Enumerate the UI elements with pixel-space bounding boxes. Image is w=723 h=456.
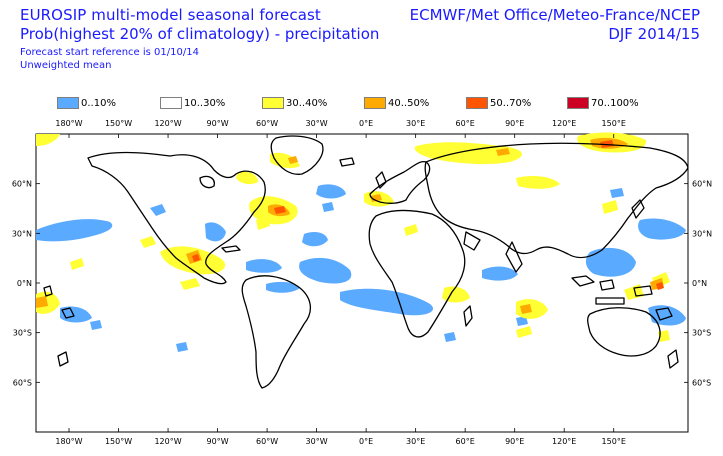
legend-swatch bbox=[466, 97, 488, 109]
longitude-tick-label: 60°E bbox=[456, 119, 475, 128]
legend-item-70-100: 70..100% bbox=[567, 96, 639, 110]
longitude-tick-label: 150°E bbox=[602, 119, 626, 128]
coastlines bbox=[43, 135, 689, 389]
latitude-tick-label: 30°N bbox=[12, 229, 32, 238]
legend-item-40-50: 40..50% bbox=[364, 96, 429, 110]
longitude-tick-label: 90°W bbox=[207, 437, 229, 446]
longitude-tick-label: 0°E bbox=[359, 119, 373, 128]
header-right: ECMWF/Met Office/Meteo-France/NCEP DJF 2… bbox=[410, 8, 700, 46]
producing-centres: ECMWF/Met Office/Meteo-France/NCEP bbox=[409, 6, 700, 24]
longitude-tick-label: 150°W bbox=[105, 437, 132, 446]
legend-label: 0..10% bbox=[81, 97, 116, 109]
latitude-tick-label: 60°N bbox=[12, 180, 32, 189]
longitude-tick-label: 60°W bbox=[256, 119, 278, 128]
latitude-tick-label: 30°S bbox=[13, 329, 32, 338]
legend-swatch bbox=[567, 97, 589, 109]
legend-item-50-70: 50..70% bbox=[466, 96, 531, 110]
chart-title: EUROSIP multi-model seasonal forecast bbox=[20, 6, 321, 24]
latitude-tick-label: 30°N bbox=[692, 229, 712, 238]
latitude-tick-label: 60°S bbox=[13, 378, 32, 387]
latitude-tick-label: 0°N bbox=[17, 279, 32, 288]
longitude-tick-label: 180°W bbox=[55, 437, 82, 446]
legend-label: 50..70% bbox=[490, 97, 532, 109]
legend-label: 30..40% bbox=[286, 97, 328, 109]
longitude-tick-label: 180°W bbox=[55, 119, 82, 128]
longitude-labels-bottom: 180°W 150°W 120°W 90°W 60°W 30°W 0°E 30°E 60°E 90… bbox=[55, 437, 625, 446]
legend: 0..10% 10..30% 30..40% 40..50% 50..70% 7… bbox=[0, 96, 723, 110]
legend-label: 10..30% bbox=[184, 97, 226, 109]
legend-swatch bbox=[57, 97, 79, 109]
longitude-tick-label: 60°W bbox=[256, 437, 278, 446]
longitude-tick-label: 120°W bbox=[154, 437, 181, 446]
season-label: DJF 2014/15 bbox=[608, 25, 700, 43]
forecast-reference: Forecast start reference is 01/10/14 bbox=[20, 47, 199, 58]
legend-swatch bbox=[364, 97, 386, 109]
longitude-tick-label: 30°E bbox=[406, 437, 425, 446]
latitude-tick-label: 30°S bbox=[692, 329, 711, 338]
latitude-tick-label: 0°N bbox=[692, 279, 707, 288]
axis-ticks bbox=[36, 134, 688, 432]
header-left: EUROSIP multi-model seasonal forecast Pr… bbox=[20, 8, 379, 74]
longitude-tick-label: 150°E bbox=[602, 437, 626, 446]
longitude-tick-label: 30°W bbox=[306, 437, 328, 446]
world-map: 180°W 150°W 120°W 90°W 60°W 30°W 0°E 30°E 60°E 90… bbox=[12, 119, 712, 446]
legend-swatch bbox=[160, 97, 182, 109]
legend-swatch bbox=[262, 97, 284, 109]
legend-item-0-10: 0..10% bbox=[57, 96, 116, 110]
map-frame bbox=[35, 133, 689, 433]
mean-type: Unweighted mean bbox=[20, 60, 112, 71]
longitude-tick-label: 30°W bbox=[306, 119, 328, 128]
chart-subtitle: Prob(highest 20% of climatology) - preci… bbox=[20, 25, 380, 43]
longitude-tick-label: 90°E bbox=[505, 119, 524, 128]
longitude-tick-label: 60°E bbox=[456, 437, 475, 446]
longitude-tick-label: 120°E bbox=[552, 437, 576, 446]
longitude-tick-label: 30°E bbox=[406, 119, 425, 128]
legend-item-30-40: 30..40% bbox=[262, 96, 327, 110]
legend-label: 40..50% bbox=[388, 97, 430, 109]
legend-item-10-30: 10..30% bbox=[160, 96, 225, 110]
latitude-tick-label: 60°S bbox=[692, 378, 711, 387]
longitude-tick-label: 90°W bbox=[207, 119, 229, 128]
low-probability-shading bbox=[36, 184, 686, 352]
longitude-labels-top: 180°W 150°W 120°W 90°W 60°W 30°W 0°E 30°E 60°E 90… bbox=[55, 119, 625, 128]
longitude-tick-label: 120°E bbox=[552, 119, 576, 128]
longitude-tick-label: 0°E bbox=[359, 437, 373, 446]
longitude-tick-label: 90°E bbox=[505, 437, 524, 446]
longitude-tick-label: 150°W bbox=[105, 119, 132, 128]
latitude-tick-label: 60°N bbox=[692, 180, 712, 189]
latitude-labels-left: 60°N 30°N 0°N 30°S 60°S bbox=[12, 180, 32, 388]
longitude-tick-label: 120°W bbox=[154, 119, 181, 128]
legend-label: 70..100% bbox=[591, 97, 639, 109]
latitude-labels-right: 60°N 30°N 0°N 30°S 60°S bbox=[692, 180, 712, 388]
